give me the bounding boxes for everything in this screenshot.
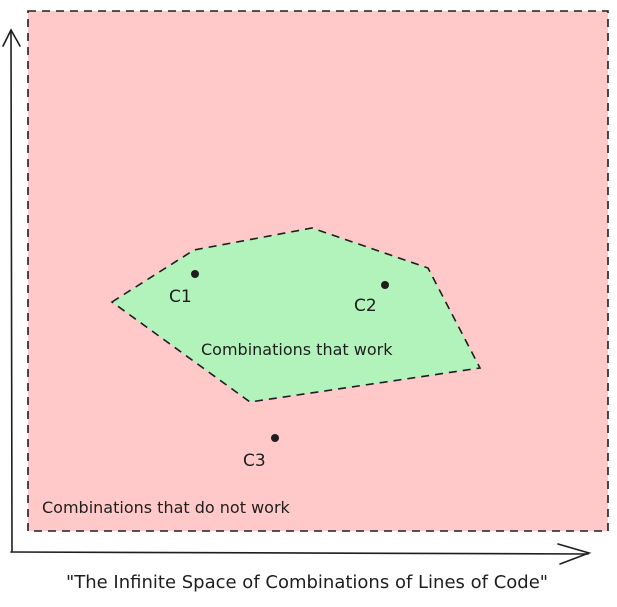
x-axis-line xyxy=(10,551,589,555)
point-c3 xyxy=(271,434,279,442)
inner-region-label: Combinations that work xyxy=(201,340,393,359)
point-label-c3: C3 xyxy=(243,451,266,471)
inner-region xyxy=(110,227,482,403)
point-label-c2: C2 xyxy=(354,296,377,316)
point-c2 xyxy=(381,281,389,289)
axes xyxy=(2,28,592,565)
point-c1 xyxy=(191,270,199,278)
point-label-c1: C1 xyxy=(169,287,192,307)
outer-region-label: Combinations that do not work xyxy=(42,498,291,517)
x-axis-title: "The Infinite Space of Combinations of L… xyxy=(66,572,548,593)
y-axis-line xyxy=(10,31,13,553)
x-axis-arrowhead xyxy=(557,543,592,565)
y-axis-arrowhead xyxy=(2,28,21,47)
